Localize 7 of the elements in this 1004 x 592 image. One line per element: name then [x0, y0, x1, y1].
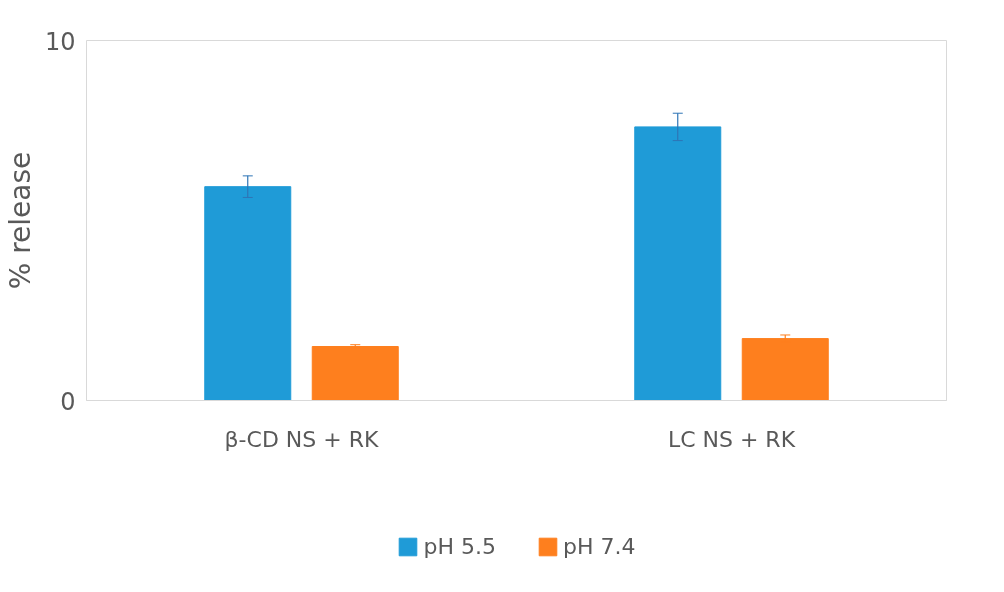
y-tick-label: 10 [44, 27, 76, 56]
x-tick-label: LC NS + RK [667, 426, 796, 452]
x-tick-label: β-CD NS + RK [224, 426, 379, 452]
legend-label: pH 5.5 [423, 533, 496, 559]
y-axis-title: % release [3, 151, 37, 290]
y-tick-label: 0 [60, 387, 76, 416]
legend-label: pH 7.4 [563, 533, 636, 559]
